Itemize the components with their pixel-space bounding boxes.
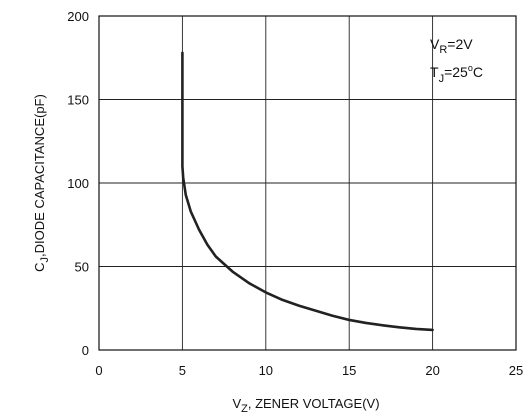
x-tick-label: 5 [179, 363, 186, 378]
y-tick-label: 200 [67, 9, 89, 24]
annotation-tj-sup: o [468, 63, 473, 73]
x-tick-labels: 0 5 10 15 20 25 [95, 363, 523, 378]
y-axis-label-main: C [32, 262, 47, 271]
x-axis-label-main: V [232, 396, 241, 411]
y-tick-labels: 0 50 100 150 200 [67, 9, 89, 358]
x-tick-label: 15 [342, 363, 356, 378]
grid [99, 16, 516, 350]
series-line [181, 51, 434, 332]
x-tick-label: 25 [509, 363, 523, 378]
x-tick-label: 10 [259, 363, 273, 378]
annotation-tj-tail: C [473, 64, 483, 80]
y-tick-label: 50 [75, 260, 89, 275]
x-tick-label: 20 [425, 363, 439, 378]
y-axis-label-rest: ,DIODE CAPACITANCE(pF) [32, 94, 47, 257]
x-axis-label-rest: , ZENER VOLTAGE(V) [248, 396, 380, 411]
y-axis-label: CJ,DIODE CAPACITANCE(pF) [32, 94, 51, 272]
annotation-tj: TJ=25oC [430, 63, 483, 85]
x-axis-label-sub: Z [241, 403, 248, 415]
annotation-vr: VR=2V [430, 36, 473, 56]
x-tick-label: 0 [95, 363, 102, 378]
y-axis-label-sub: J [39, 257, 51, 263]
annotation-tj-rest: =25 [444, 64, 468, 80]
y-tick-label: 0 [82, 343, 89, 358]
annotation-vr-sub: R [439, 44, 447, 56]
x-axis-label: VZ, ZENER VOLTAGE(V) [232, 396, 379, 415]
annotation-vr-rest: =2V [447, 36, 473, 52]
annotation-tj-sub: J [439, 73, 445, 85]
plot-frame [98, 15, 517, 351]
annotation-vr-main: V [430, 36, 440, 52]
y-tick-label: 150 [67, 93, 89, 108]
y-tick-label: 100 [67, 176, 89, 191]
annotation-tj-main: T [430, 64, 439, 80]
